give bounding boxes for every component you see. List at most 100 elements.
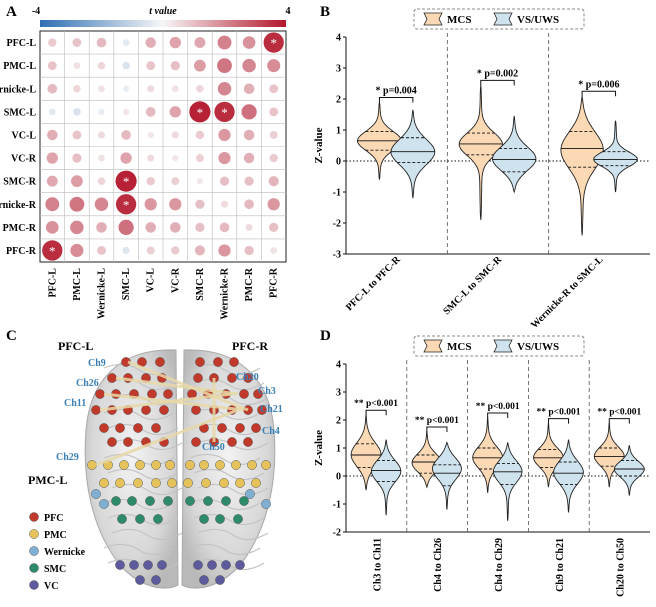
channel-dot-pfc	[163, 389, 173, 399]
heatmap-row-label: VC-R	[11, 154, 37, 165]
y-tick-label: 1	[336, 126, 341, 137]
channel-dot-pfc	[159, 405, 169, 415]
channel-dot-pfc	[217, 423, 227, 433]
brain-channel-map: PFC-L PFC-R PMC-L Ch9 Ch26 Ch11 Ch29 Ch20 Ch3 Ch2…	[28, 339, 283, 592]
legend-label-mcs: MCS	[447, 341, 471, 353]
heatmap-cell	[96, 222, 107, 233]
heatmap-cell	[217, 35, 232, 50]
heatmap-cell	[243, 129, 255, 141]
channel-dot-pfc	[243, 373, 253, 383]
violin-vs	[593, 120, 638, 193]
y-axis-label: Z-value	[313, 430, 325, 466]
channel-label: Ch4	[262, 426, 280, 437]
heatmap-cell	[243, 83, 255, 95]
heatmap-col-label: PFC-L	[47, 268, 58, 298]
significance-bracket	[480, 79, 515, 86]
heatmap-cell	[171, 131, 179, 139]
significance-bracket	[581, 90, 617, 97]
heatmap-cell	[169, 36, 181, 49]
heatmap-row-label: PMC-R	[3, 223, 37, 234]
heatmap-cell	[121, 130, 131, 140]
significance-bracket	[426, 426, 448, 432]
heatmap-cell	[115, 170, 137, 192]
channel-dot-pmc	[151, 460, 161, 470]
heatmap-cell	[115, 194, 137, 215]
channel-dot-pfc	[251, 423, 261, 433]
channel-dot-pmc	[261, 460, 271, 470]
channel-dot-pfc	[151, 423, 161, 433]
heatmap-cell	[241, 104, 257, 120]
channel-dot-pfc	[227, 373, 237, 383]
heatmap-cell	[267, 59, 281, 73]
heatmap-cell	[242, 58, 256, 73]
region-legend-swatch	[29, 563, 39, 573]
channel-dot-pmc	[165, 460, 175, 470]
heatmap-cell	[270, 247, 278, 254]
channel-dot-vc	[151, 575, 161, 585]
channel-dot-pfc	[253, 389, 263, 399]
y-tick-label: -1	[333, 500, 341, 511]
heatmap-cell	[219, 176, 230, 186]
heatmap-cell	[70, 220, 84, 235]
heatmap-cell	[72, 130, 82, 140]
heatmap-cell	[98, 108, 105, 115]
brain-gyrus	[107, 558, 179, 571]
channel-dot-vc	[143, 560, 153, 570]
heatmap-col-label: VC-L	[146, 268, 157, 293]
heatmap-cell	[122, 85, 130, 92]
channel-dot-smc	[203, 496, 213, 506]
heatmap-cell	[217, 82, 232, 96]
channel-dot-pfc	[133, 423, 143, 433]
heatmap-col-label: PFC-R	[269, 267, 280, 298]
panel-label-d: D	[320, 328, 331, 344]
connection-line	[115, 376, 239, 396]
channel-dot-pmc	[201, 478, 211, 488]
y-tick-label: 3	[336, 64, 341, 75]
channel-dot-wernicke	[245, 489, 255, 499]
y-tick-label: 1	[336, 444, 341, 455]
region-legend-label: VC	[44, 581, 58, 592]
colorbar-min-label: -4	[32, 6, 40, 17]
heatmap-col-label: Wernicke-L	[97, 268, 108, 319]
violin-vs	[432, 441, 462, 510]
y-tick-label: -2	[333, 219, 341, 230]
pmc-label-left: PMC-L	[28, 473, 67, 487]
heatmap-cell	[48, 108, 56, 116]
heatmap-cell	[196, 84, 204, 93]
significance-bracket	[378, 96, 414, 103]
channel-dot-pfc	[91, 405, 101, 415]
violin-vs	[492, 442, 523, 521]
channel-dot-pmc	[185, 460, 195, 470]
p-value-label: * p=0.004	[376, 85, 417, 96]
significance-bracket	[365, 409, 387, 416]
panel-label-c: C	[6, 328, 17, 344]
region-legend-label: PMC	[44, 530, 67, 541]
y-tick-label: 3	[336, 388, 341, 399]
heatmap-cell	[194, 37, 206, 49]
heatmap-cell	[220, 200, 229, 208]
channel-dot-pfc	[147, 389, 157, 399]
channel-dot-smc	[153, 514, 163, 524]
heatmap-row-label: SMC-R	[3, 177, 37, 188]
channel-dot-pmc	[87, 460, 97, 470]
channel-dot-pmc	[135, 460, 145, 470]
region-legend-label: PFC	[44, 513, 63, 524]
heatmap-cell	[244, 176, 254, 186]
channel-dot-pfc	[195, 357, 205, 367]
heatmap-cell	[195, 130, 205, 140]
heatmap-cell	[122, 39, 130, 46]
x-tick-label: Ch9 to Ch21	[555, 538, 566, 592]
heatmap-cell	[194, 245, 205, 256]
significance-star: *	[221, 105, 228, 120]
channel-dot-pfc	[257, 405, 267, 415]
significance-star: *	[197, 105, 204, 120]
legend-label-vs: VS/UWS	[517, 341, 559, 353]
brain-gyrus	[197, 528, 269, 541]
violin-mcs	[593, 422, 625, 488]
channel-label: Ch21	[260, 404, 283, 415]
heatmap-cell	[118, 219, 134, 235]
channel-dot-smc	[163, 496, 173, 506]
channel-dot-pmc	[119, 460, 129, 470]
heatmap-cell	[269, 222, 279, 232]
heatmap-cell	[196, 178, 204, 185]
